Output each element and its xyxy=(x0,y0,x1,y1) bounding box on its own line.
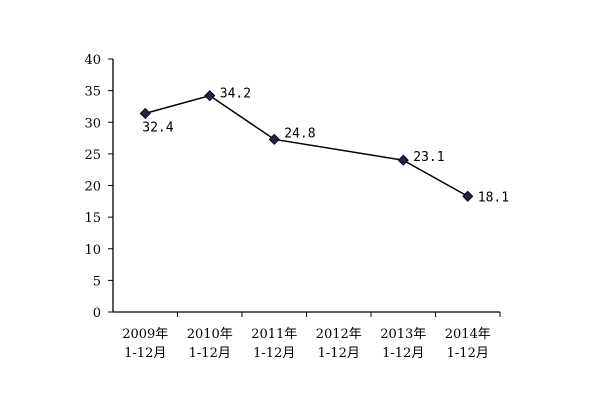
axes xyxy=(112,59,500,313)
data-labels: 32.4 34.2 24.8 23.1 18.1 xyxy=(142,87,509,206)
y-tick-label: 15 xyxy=(84,211,101,226)
y-tick-label: 10 xyxy=(84,243,101,258)
data-point-marker xyxy=(397,154,409,166)
x-tick-label: 1-12月 xyxy=(447,346,489,361)
y-tick-label: 35 xyxy=(84,85,101,100)
data-label: 18.1 xyxy=(478,190,509,205)
x-tick-label: 2009年 xyxy=(122,327,168,342)
y-axis-ticks: 0 5 10 15 20 25 30 35 40 xyxy=(84,53,113,321)
data-point-marker xyxy=(204,90,216,102)
data-point-marker xyxy=(462,190,474,202)
data-label: 34.2 xyxy=(220,87,251,102)
y-tick-label: 0 xyxy=(93,306,101,321)
x-tick-label: 1-12月 xyxy=(124,346,166,361)
x-tick-label: 1-12月 xyxy=(382,346,424,361)
y-tick-label: 20 xyxy=(84,180,101,195)
x-tick-label: 1-12月 xyxy=(318,346,360,361)
x-tick-label: 1-12月 xyxy=(189,346,231,361)
data-label: 23.1 xyxy=(413,150,444,165)
data-point-marker xyxy=(268,133,280,145)
data-label: 24.8 xyxy=(284,126,315,141)
x-tick-label: 2012年 xyxy=(316,327,362,342)
series-line xyxy=(145,94,469,197)
x-tick-label: 2011年 xyxy=(251,327,297,342)
series xyxy=(139,90,474,202)
data-label: 32.4 xyxy=(142,120,173,135)
x-tick-label: 2013年 xyxy=(380,327,426,342)
x-tick-label: 2010年 xyxy=(187,327,233,342)
y-tick-label: 5 xyxy=(93,274,101,289)
y-tick-label: 30 xyxy=(84,116,101,131)
y-tick-label: 25 xyxy=(84,148,101,163)
data-point-marker xyxy=(139,107,151,119)
y-tick-label: 40 xyxy=(84,53,101,68)
x-axis-ticks: 2009年 1-12月 2010年 1-12月 2011年 1-12月 2012年 1-12月… xyxy=(122,312,501,361)
x-tick-label: 1-12月 xyxy=(253,346,295,361)
x-tick-label: 2014年 xyxy=(445,327,491,342)
